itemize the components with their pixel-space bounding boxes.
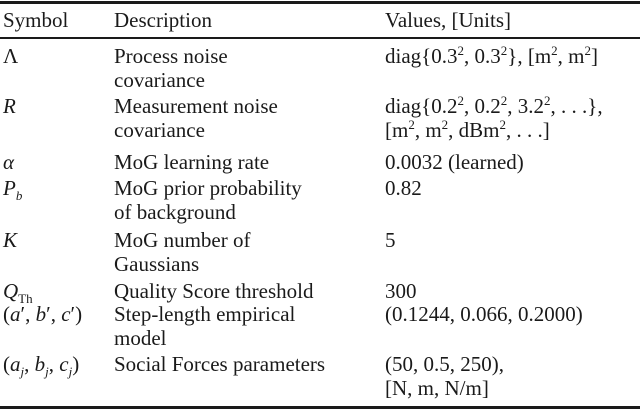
desc-measurement-noise-1: Measurement noise bbox=[114, 94, 278, 118]
value-social-forces-1: (50, 0.5, 250), bbox=[385, 352, 504, 376]
symbol-pb: Pb bbox=[3, 176, 23, 204]
value-measurement-noise-2: [m2, m2, dBm2, . . .] bbox=[385, 117, 550, 142]
value-quality-threshold: 300 bbox=[385, 279, 417, 303]
value-step-length: (0.1244, 0.066, 0.2000) bbox=[385, 302, 583, 326]
symbol-alpha: α bbox=[3, 150, 15, 174]
value-learning-rate: 0.0032 (learned) bbox=[385, 150, 524, 174]
symbol-r: R bbox=[3, 94, 16, 118]
desc-process-noise-2: covariance bbox=[114, 68, 205, 92]
desc-social-forces: Social Forces parameters bbox=[114, 352, 326, 376]
desc-process-noise-1: Process noise bbox=[114, 44, 228, 68]
symbol-qth: QTh bbox=[3, 279, 33, 307]
value-process-noise: diag{0.32, 0.32}, [m2, m2] bbox=[385, 43, 599, 68]
desc-num-gaussians-2: Gaussians bbox=[114, 252, 200, 276]
symbol-step-length: (a′, b′, c′) bbox=[3, 302, 83, 326]
desc-step-length-2: model bbox=[114, 326, 167, 350]
value-prior-prob: 0.82 bbox=[385, 176, 422, 200]
header-values: Values, [Units] bbox=[385, 8, 511, 32]
bottom-rule bbox=[0, 406, 640, 409]
desc-quality-threshold: Quality Score threshold bbox=[114, 279, 314, 303]
top-rule bbox=[0, 1, 640, 4]
header-description: Description bbox=[114, 8, 212, 32]
desc-num-gaussians-1: MoG number of bbox=[114, 228, 251, 252]
desc-prior-prob-1: MoG prior probability bbox=[114, 176, 302, 200]
header-symbol: Symbol bbox=[3, 8, 69, 32]
symbol-lambda: Λ bbox=[3, 44, 19, 68]
desc-prior-prob-2: of background bbox=[114, 200, 236, 224]
value-measurement-noise-1: diag{0.22, 0.22, 3.22, . . .}, bbox=[385, 93, 603, 118]
desc-step-length-1: Step-length empirical bbox=[114, 302, 296, 326]
symbol-social-forces: (aj, bj, cj) bbox=[3, 352, 80, 380]
value-social-forces-2: [N, m, N/m] bbox=[385, 376, 489, 400]
desc-measurement-noise-2: covariance bbox=[114, 118, 205, 142]
symbol-k: K bbox=[3, 228, 18, 252]
header-rule bbox=[0, 37, 640, 39]
value-num-gaussians: 5 bbox=[385, 228, 396, 252]
desc-learning-rate: MoG learning rate bbox=[114, 150, 270, 174]
